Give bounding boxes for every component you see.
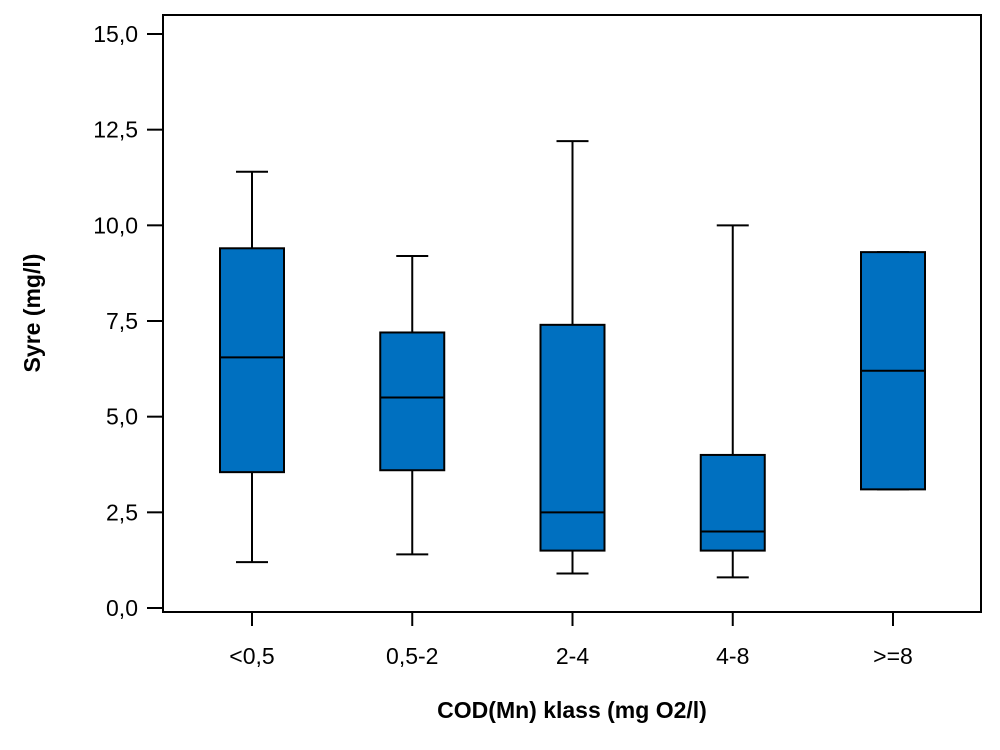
x-tick-label: 2-4 xyxy=(556,643,589,669)
box-plot-5 xyxy=(860,251,926,491)
x-axis: <0,5 0,5-2 2-4 4-8 >=8 xyxy=(229,612,913,669)
iqr-box xyxy=(219,247,285,474)
box-plot-3 xyxy=(539,140,606,575)
box-plot-4 xyxy=(699,224,766,579)
y-tick-label: 7,5 xyxy=(106,308,138,334)
iqr-box xyxy=(539,323,606,552)
iqr-box xyxy=(379,331,446,472)
y-axis-title: Syre (mg/l) xyxy=(19,254,45,373)
x-tick-label: >=8 xyxy=(873,643,913,669)
box-plot-2 xyxy=(379,254,446,556)
y-tick-label: 15,0 xyxy=(93,21,138,47)
y-tick-label: 10,0 xyxy=(93,212,138,238)
y-tick-label: 12,5 xyxy=(93,117,138,143)
box-plot-1 xyxy=(219,170,285,564)
y-tick-label: 5,0 xyxy=(106,404,138,430)
iqr-box xyxy=(699,453,766,552)
y-axis: 0,0 2,5 5,0 7,5 10,0 12,5 15,0 xyxy=(93,21,163,621)
box-series xyxy=(219,140,926,579)
x-tick-label: <0,5 xyxy=(229,643,274,669)
x-tick-label: 4-8 xyxy=(716,643,749,669)
y-tick-label: 2,5 xyxy=(106,499,138,525)
y-tick-label: 0,0 xyxy=(106,595,138,621)
x-axis-title: COD(Mn) klass (mg O2/l) xyxy=(437,697,707,723)
x-tick-label: 0,5-2 xyxy=(386,643,438,669)
